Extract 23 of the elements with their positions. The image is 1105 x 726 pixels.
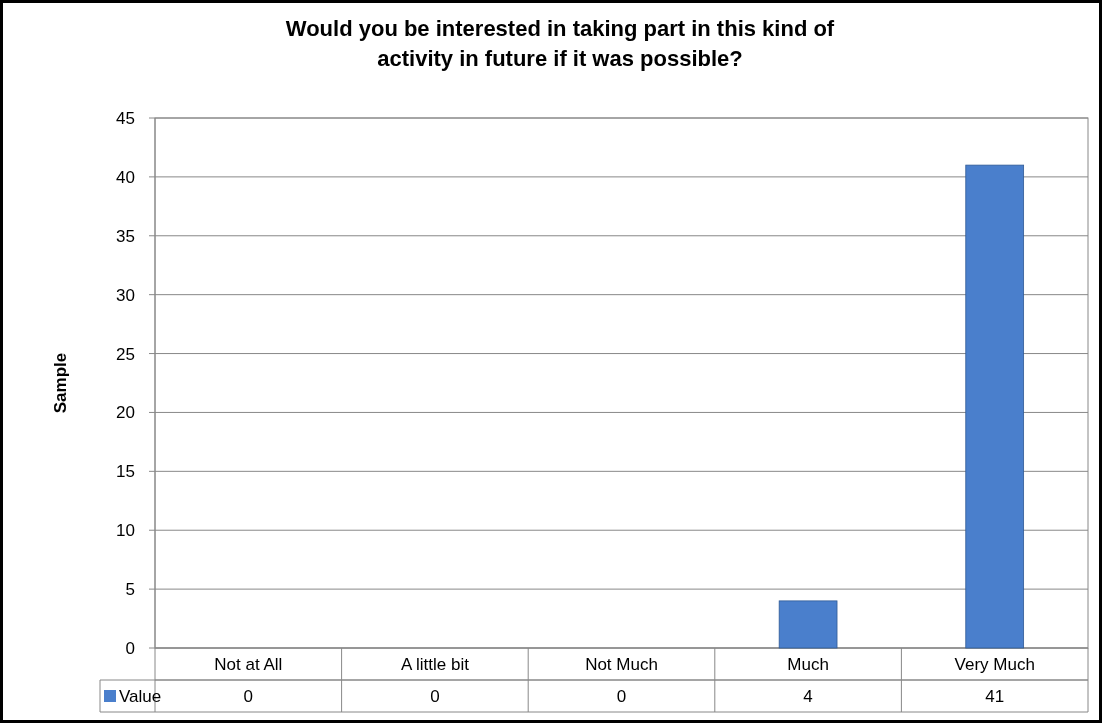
- y-tick-label: 25: [116, 344, 135, 364]
- y-tick-label: 40: [116, 167, 135, 187]
- y-tick-label: 0: [125, 638, 135, 658]
- y-tick-label: 20: [116, 403, 135, 423]
- data-label: 0: [243, 686, 254, 706]
- chart-title: Would you be interested in taking part in this kind of activity in future if it was possible?: [285, 16, 835, 71]
- x-tick-label: Not at All: [214, 654, 283, 674]
- data-label: 0: [430, 686, 440, 706]
- y-tick-label: 5: [125, 580, 135, 600]
- y-tick-label: 10: [116, 521, 135, 541]
- data-label: 41: [985, 686, 1005, 706]
- data-label: 0: [616, 686, 627, 706]
- legend-label: Value: [119, 686, 162, 706]
- x-tick-label: Very Much: [954, 654, 1035, 674]
- y-tick-label: 35: [116, 226, 135, 246]
- y-tick-label: 15: [116, 462, 135, 482]
- data-label: 4: [803, 686, 813, 706]
- x-tick-label: A little bit: [400, 654, 470, 674]
- x-tick-label: Much: [787, 654, 829, 674]
- x-tick-label: Not Much: [585, 654, 658, 674]
- y-tick-label: 45: [116, 108, 135, 128]
- y-axis-title: Sample: [51, 352, 70, 414]
- y-tick-label: 30: [116, 285, 135, 305]
